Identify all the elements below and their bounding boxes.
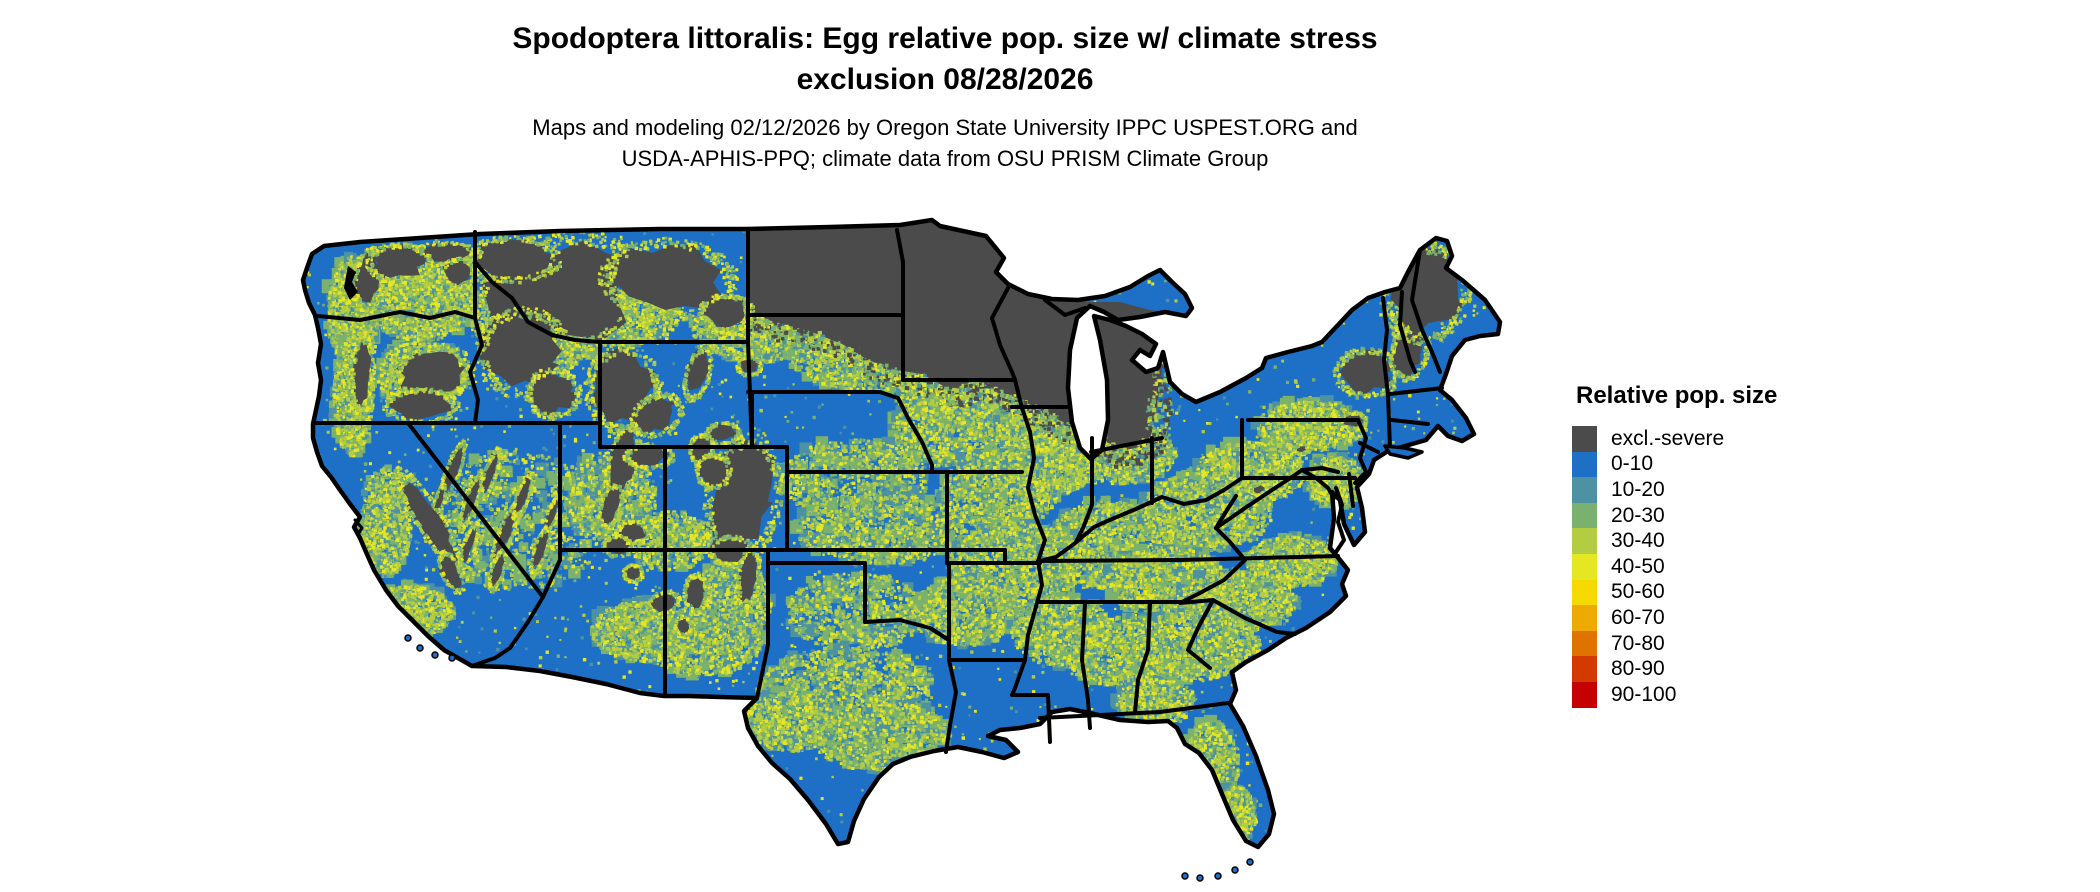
legend-item: excl.-severe: [1572, 426, 1777, 452]
legend-swatch: [1572, 630, 1597, 657]
legend-rows: excl.-severe 0-10 10-20 20-30 30-40 40-50 50-6…: [1572, 426, 1777, 708]
legend-item: 20-30: [1572, 502, 1777, 529]
legend-label: 50-60: [1611, 580, 1665, 604]
legend-label: excl.-severe: [1611, 426, 1725, 450]
legend-label: 60-70: [1611, 605, 1665, 629]
map-legend: Relative pop. size excl.-severe 0-10 10-20…: [1572, 382, 1777, 708]
legend-label: 80-90: [1611, 657, 1665, 681]
legend-swatch: [1572, 451, 1597, 478]
legend-label: 10-20: [1611, 477, 1665, 501]
legend-swatch: [1572, 579, 1597, 606]
legend-item: 50-60: [1572, 579, 1777, 606]
legend-swatch: [1572, 681, 1597, 708]
legend-swatch: [1572, 426, 1597, 452]
legend-item: 80-90: [1572, 656, 1777, 682]
legend-item: 0-10: [1572, 451, 1777, 478]
legend-label: 40-50: [1611, 554, 1665, 578]
legend-swatch: [1572, 605, 1597, 631]
legend-label: 0-10: [1611, 452, 1654, 476]
legend-item: 40-50: [1572, 553, 1777, 580]
legend-swatch: [1572, 477, 1597, 503]
legend-label: 70-80: [1611, 631, 1665, 655]
legend-swatch: [1572, 656, 1597, 682]
legend-swatch: [1572, 553, 1597, 580]
legend-swatch: [1572, 528, 1597, 554]
legend-label: 90-100: [1611, 682, 1677, 706]
legend-item: 90-100: [1572, 681, 1777, 708]
legend-label: 20-30: [1611, 503, 1665, 527]
legend-item: 70-80: [1572, 630, 1777, 657]
legend-item: 30-40: [1572, 528, 1777, 554]
legend-item: 60-70: [1572, 605, 1777, 631]
legend-item: 10-20: [1572, 477, 1777, 503]
legend-swatch: [1572, 502, 1597, 529]
legend-title: Relative pop. size: [1576, 382, 1778, 409]
legend-label: 30-40: [1611, 529, 1665, 553]
